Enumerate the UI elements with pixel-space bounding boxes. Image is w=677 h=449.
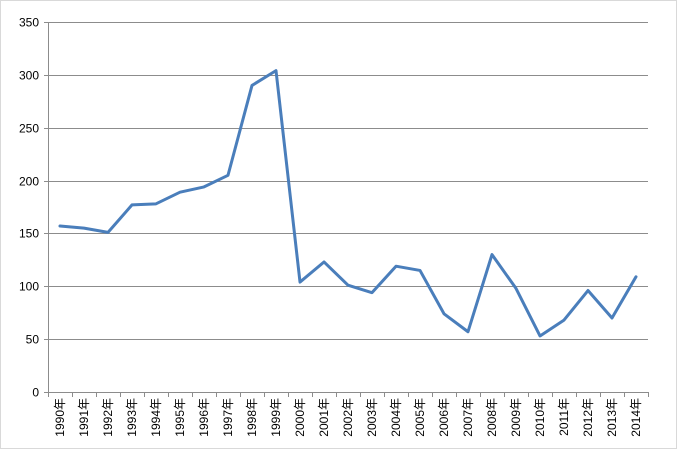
- x-tick-label: 1999年: [269, 398, 283, 437]
- y-tick-label: 250: [19, 122, 39, 136]
- y-tick-label: 0: [32, 386, 39, 400]
- x-tick-label: 2009年: [509, 398, 523, 437]
- x-tick-label: 2014年: [629, 398, 643, 437]
- x-tick-label: 1991年: [77, 398, 91, 437]
- x-tick-label: 2001年: [317, 398, 331, 437]
- x-tick-label: 2013年: [605, 398, 619, 437]
- x-tick-label: 2012年: [581, 398, 595, 437]
- x-tick-label: 1998年: [245, 398, 259, 437]
- y-tick-label: 50: [26, 333, 40, 347]
- y-tick-label: 350: [19, 16, 39, 30]
- x-tick-label: 2007年: [461, 398, 475, 437]
- x-tick-label: 2002年: [341, 398, 355, 437]
- y-tick-label: 100: [19, 280, 39, 294]
- x-tick-label: 1994年: [149, 398, 163, 437]
- x-tick-label: 1993年: [125, 398, 139, 437]
- x-axis: 1990年 1991年 1992年 1993年 1994年 1995年 1996年 1997年…: [48, 22, 649, 437]
- x-tick-label: 2006年: [437, 398, 451, 437]
- x-tick-label: 2003年: [365, 398, 379, 437]
- x-tick-label: 1990年: [53, 398, 67, 437]
- y-axis-tick-labels: 0 50 100 150 200 250 300 350: [19, 16, 39, 400]
- series-line: [58, 69, 638, 338]
- x-tick-label: 1992年: [101, 398, 115, 437]
- x-tick-label: 1995年: [173, 398, 187, 437]
- x-tick-label: 2005年: [413, 398, 427, 437]
- x-tick-label: 2011年: [557, 398, 571, 436]
- x-tick-label: 1996年: [197, 398, 211, 437]
- x-tick-label: 1997年: [221, 398, 235, 437]
- x-tick-label: 2000年: [293, 398, 307, 437]
- x-tick-label: 2010年: [533, 398, 547, 437]
- y-tick-label: 200: [19, 175, 39, 189]
- x-tick-label: 2004年: [389, 398, 403, 437]
- x-tick-label: 2008年: [485, 398, 499, 437]
- series-group: [58, 69, 638, 338]
- y-tick-label: 150: [19, 227, 39, 241]
- y-tick-label: 300: [19, 69, 39, 83]
- gridlines: [44, 22, 648, 393]
